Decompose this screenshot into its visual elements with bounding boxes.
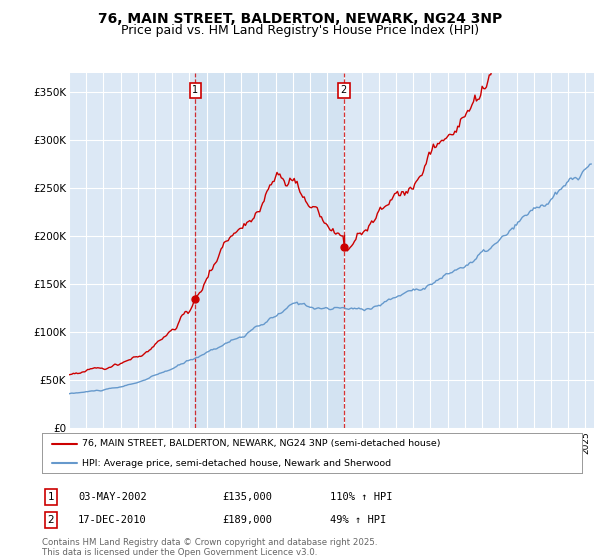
Text: 1: 1 [192,85,199,95]
Text: 17-DEC-2010: 17-DEC-2010 [78,515,147,525]
Text: 49% ↑ HPI: 49% ↑ HPI [330,515,386,525]
Text: Price paid vs. HM Land Registry's House Price Index (HPI): Price paid vs. HM Land Registry's House … [121,24,479,36]
Text: 110% ↑ HPI: 110% ↑ HPI [330,492,392,502]
Text: HPI: Average price, semi-detached house, Newark and Sherwood: HPI: Average price, semi-detached house,… [83,459,392,468]
Text: 76, MAIN STREET, BALDERTON, NEWARK, NG24 3NP (semi-detached house): 76, MAIN STREET, BALDERTON, NEWARK, NG24… [83,439,441,448]
Text: 2: 2 [341,85,347,95]
Text: 1: 1 [47,492,55,502]
Text: 2: 2 [47,515,55,525]
Bar [196,73,344,428]
Text: 03-MAY-2002: 03-MAY-2002 [78,492,147,502]
Text: Contains HM Land Registry data © Crown copyright and database right 2025.
This d: Contains HM Land Registry data © Crown c… [42,538,377,557]
Text: £135,000: £135,000 [222,492,272,502]
Text: £189,000: £189,000 [222,515,272,525]
Text: 76, MAIN STREET, BALDERTON, NEWARK, NG24 3NP: 76, MAIN STREET, BALDERTON, NEWARK, NG24… [98,12,502,26]
